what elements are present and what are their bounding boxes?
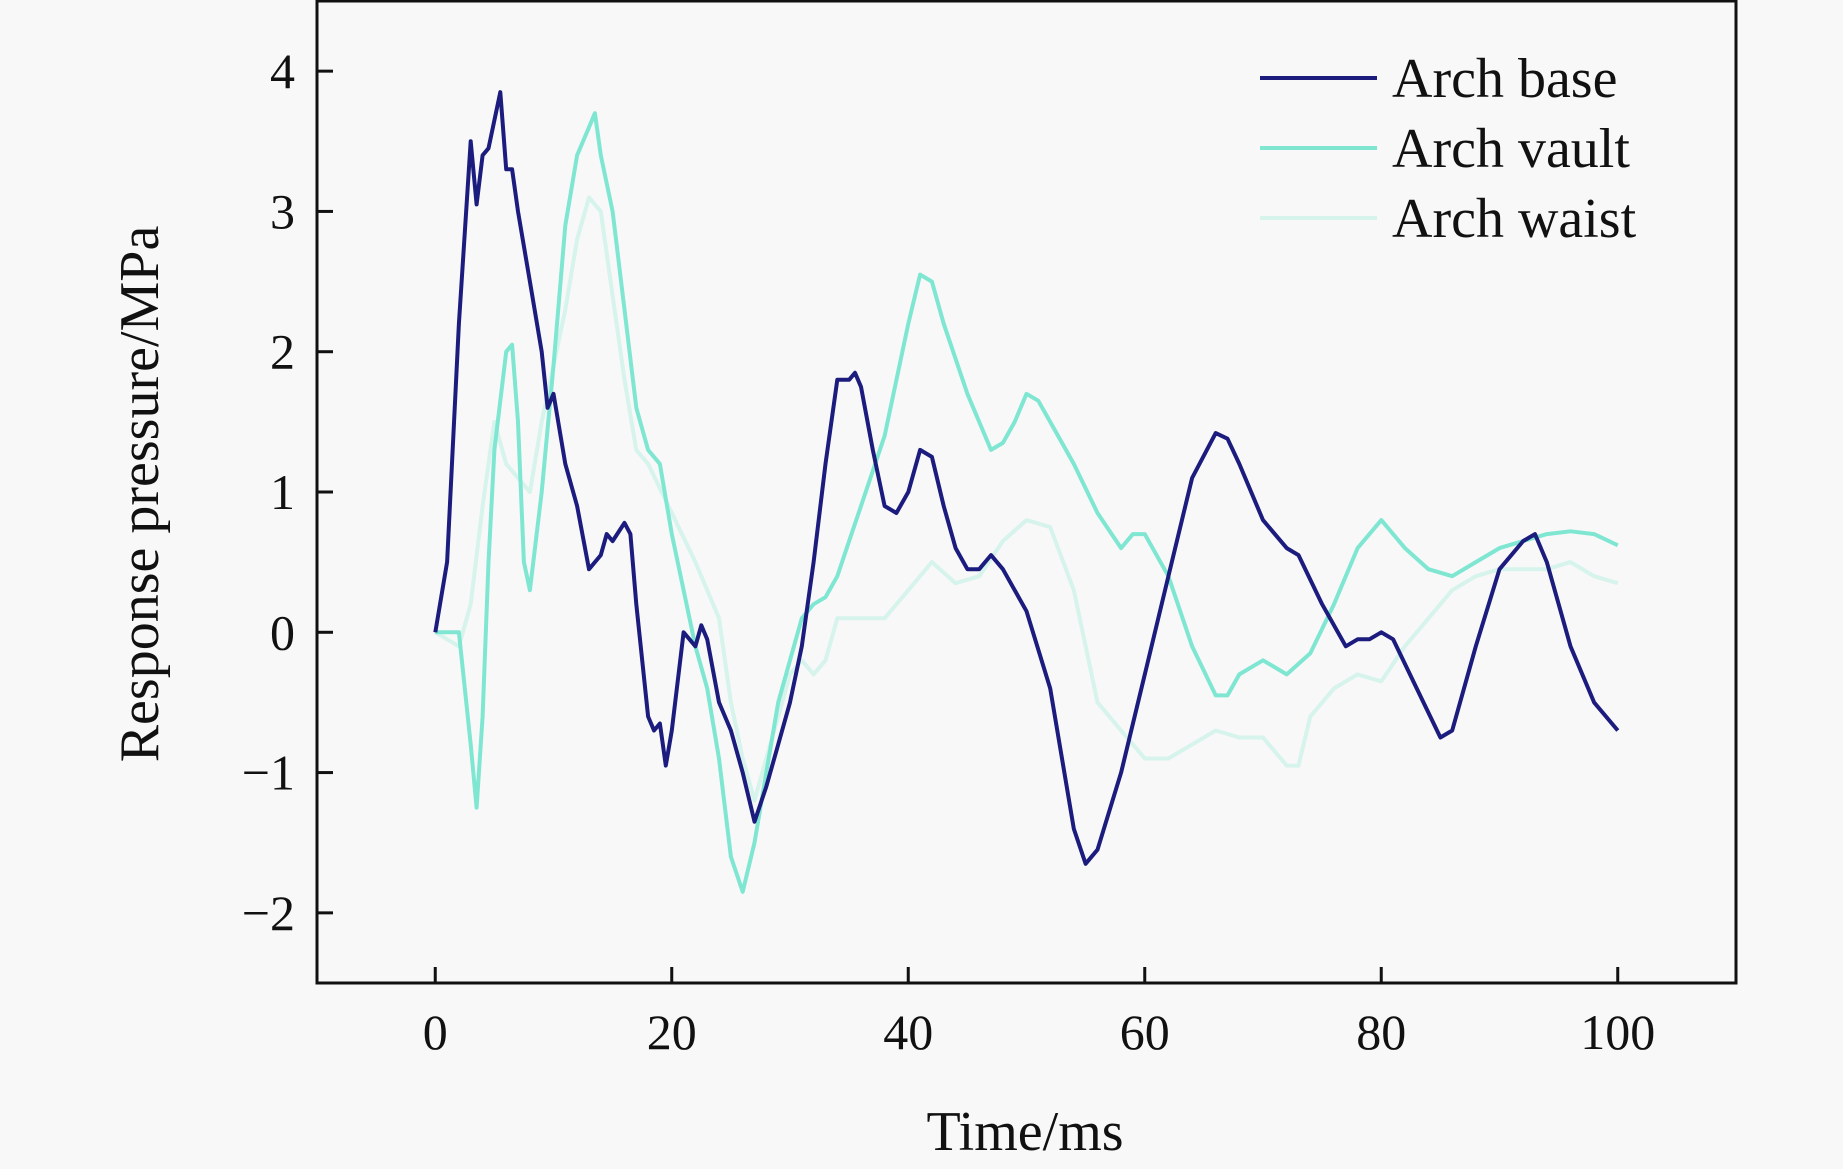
y-tick-label: 2	[270, 324, 295, 380]
y-tick-label: 3	[270, 183, 295, 239]
series-layer	[433, 90, 1620, 894]
x-tick-label: 100	[1580, 1004, 1655, 1060]
series-line-arch-vault	[435, 111, 1619, 894]
y-tick-label: 4	[270, 43, 295, 99]
legend: Arch base Arch vault Arch waist	[1260, 48, 1637, 250]
y-axis-label: Response pressure/MPa	[109, 226, 171, 763]
legend-item-arch-vault: Arch vault	[1260, 118, 1630, 180]
series-line-arch-waist	[434, 195, 1619, 803]
x-tick-label: 60	[1120, 1004, 1170, 1060]
y-tick-label: −1	[242, 745, 295, 801]
series-line-arch-base	[433, 90, 1620, 866]
legend-label-arch-vault: Arch vault	[1392, 118, 1630, 180]
x-axis-label: Time/ms	[926, 1101, 1123, 1163]
y-tick-label: 0	[270, 604, 295, 660]
ticks-layer: 0 20 40 60 80 100 −2 −1 0 1 2 3 4	[242, 43, 1655, 1060]
legend-item-arch-waist: Arch waist	[1260, 188, 1637, 250]
legend-label-arch-base: Arch base	[1392, 48, 1617, 110]
y-tick-label: 1	[270, 464, 295, 520]
x-tick-label: 80	[1356, 1004, 1406, 1060]
x-tick-label: 40	[883, 1004, 933, 1060]
x-tick-label: 20	[647, 1004, 697, 1060]
legend-label-arch-waist: Arch waist	[1392, 188, 1637, 250]
legend-item-arch-base: Arch base	[1260, 48, 1617, 110]
x-tick-label: 0	[423, 1004, 448, 1060]
y-tick-label: −2	[242, 885, 295, 941]
